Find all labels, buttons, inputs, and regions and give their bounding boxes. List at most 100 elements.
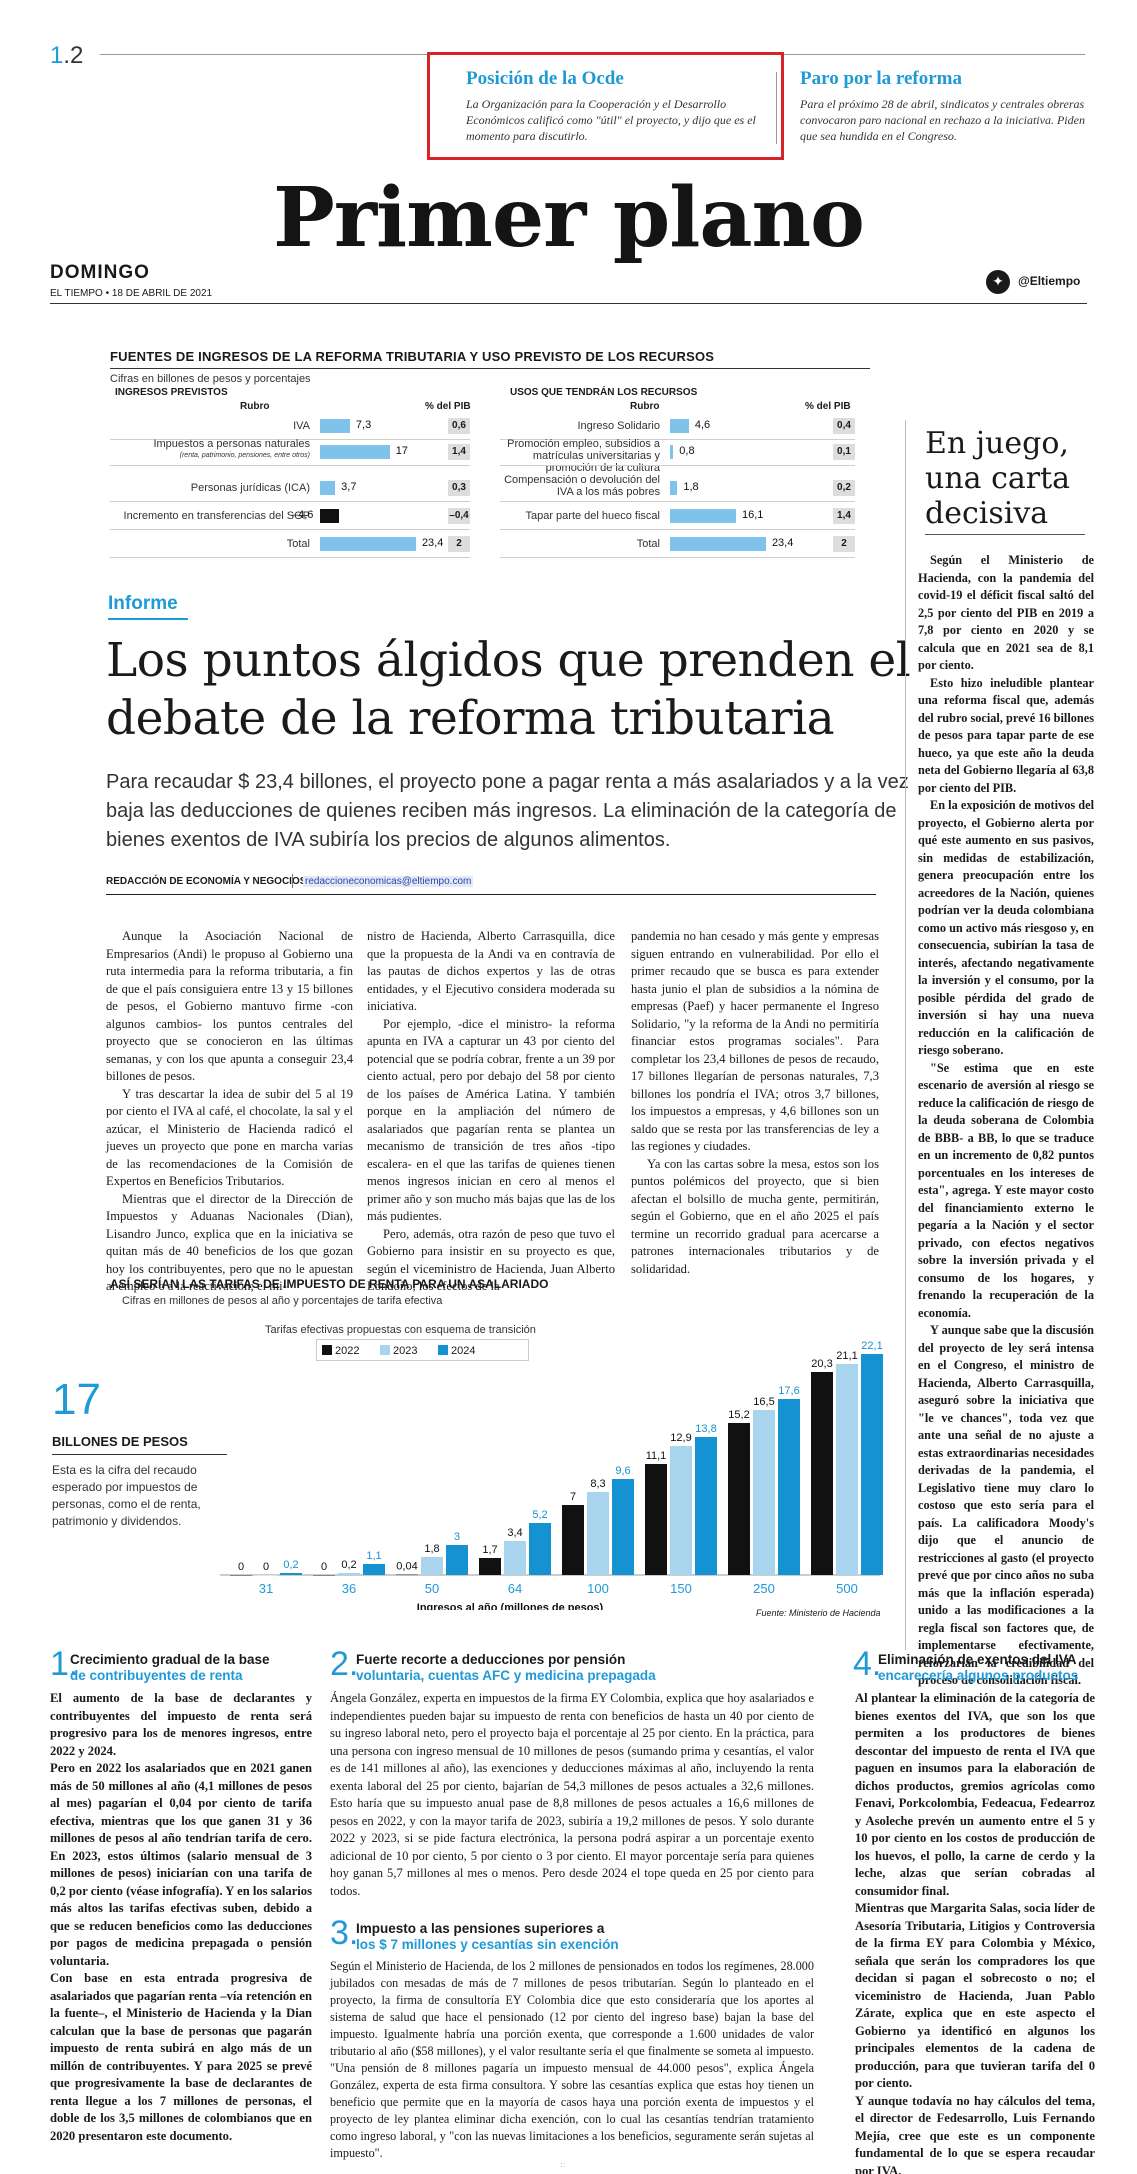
data-label: 3 bbox=[454, 1531, 460, 1543]
section-2-number: 2. bbox=[330, 1645, 359, 1683]
data-label: 11,1 bbox=[646, 1450, 667, 1462]
value-bar bbox=[670, 481, 678, 495]
date-label: EL TIEMPO • 18 DE ABRIL DE 2021 bbox=[50, 288, 213, 299]
bar-2023-64 bbox=[504, 1541, 526, 1575]
bar-2023-31 bbox=[255, 1575, 277, 1576]
legend-label: 2024 bbox=[451, 1345, 476, 1357]
data-label: 13,8 bbox=[695, 1423, 716, 1435]
row-label-text: Incremento en transferencias del SGP bbox=[123, 510, 310, 522]
highlight-label: BILLONES DE PESOS bbox=[52, 1434, 188, 1449]
data-label: 21,1 bbox=[836, 1350, 857, 1362]
data-label: 15,2 bbox=[728, 1409, 749, 1421]
day-label: DOMINGO bbox=[50, 262, 150, 283]
bar-2022-31 bbox=[230, 1575, 252, 1576]
bar-2024-250 bbox=[778, 1399, 800, 1575]
table-row: Total 23,4 2 bbox=[110, 536, 470, 560]
section-title-line: Crecimiento gradual de la base bbox=[70, 1652, 270, 1667]
section-3-number: 3. bbox=[330, 1914, 359, 1952]
sidebar-paragraph: Según el Ministerio de Hacienda, con la … bbox=[918, 553, 1094, 672]
section-2-text: Ángela González, experta en impuestos de… bbox=[330, 1691, 814, 1898]
section-4-text: Al plantear la eliminación de la categor… bbox=[855, 1691, 1095, 2174]
sidebar-paragraph: En la exposición de motivos del proyecto… bbox=[918, 798, 1094, 1057]
chart-source: Fuente: Ministerio de Hacienda bbox=[756, 1608, 881, 1618]
table-row: Promoción empleo, subsidios a matrículas… bbox=[500, 438, 855, 474]
column-divider bbox=[905, 420, 906, 1650]
table-row: Impuestos a personas naturales (renta, pa… bbox=[110, 438, 470, 468]
teaser-title: Posición de la Ocde bbox=[466, 68, 624, 89]
x-tick-label: 500 bbox=[836, 1581, 858, 1596]
pib-value: 1,4 bbox=[448, 444, 470, 460]
legend-label: 2023 bbox=[393, 1345, 418, 1357]
teaser-paro[interactable]: Paro por la reforma Para el próximo 28 d… bbox=[800, 68, 1100, 144]
bar-2022-250 bbox=[728, 1423, 750, 1575]
row-label: Total bbox=[500, 538, 660, 550]
value-bar bbox=[670, 445, 674, 459]
data-label: 0,2 bbox=[283, 1559, 298, 1571]
table-row: Personas jurídicas (ICA) 3,7 0,3 bbox=[110, 480, 470, 504]
income-heading: INGRESOS PREVISTOS bbox=[115, 387, 228, 398]
body-column-1: Aunque la Asociación Nacional de Empresa… bbox=[106, 928, 353, 1296]
row-rule bbox=[500, 501, 855, 502]
footer-mark: :: bbox=[560, 2160, 566, 2169]
data-label: 1,1 bbox=[366, 1550, 381, 1562]
value-bar bbox=[320, 445, 390, 459]
bar-2023-500 bbox=[836, 1364, 858, 1575]
table-row: Ingreso Solidario 4,6 0,4 bbox=[500, 418, 855, 442]
paragraph: pandemia no han cesado y más gente y emp… bbox=[631, 929, 879, 1153]
value-bar bbox=[320, 419, 350, 433]
revenue-table-subtitle: Cifras en billones de pesos y porcentaje… bbox=[110, 373, 311, 385]
data-label: 0,2 bbox=[341, 1559, 356, 1571]
data-label: 1,8 bbox=[424, 1543, 439, 1555]
section-subtitle: encarecería algunos productos bbox=[878, 1668, 1079, 1683]
byline: REDACCIÓN DE ECONOMÍA Y NEGOCIOS bbox=[106, 876, 307, 887]
bar-2023-250 bbox=[753, 1410, 775, 1575]
row-rule bbox=[500, 529, 855, 530]
value-bar bbox=[320, 509, 339, 523]
row-label-text: Ingreso Solidario bbox=[577, 420, 660, 432]
body-column-2: nistro de Hacienda, Alberto Carrasquilla… bbox=[367, 928, 615, 1296]
bar-2024-36 bbox=[363, 1564, 385, 1575]
paragraph: nistro de Hacienda, Alberto Carrasquilla… bbox=[367, 929, 615, 1013]
section-1-number: 1. bbox=[50, 1645, 79, 1683]
bar-2024-50 bbox=[446, 1545, 468, 1575]
bar-2024-31 bbox=[280, 1573, 302, 1575]
data-label: 8,3 bbox=[590, 1478, 605, 1490]
sidebar-text: Según el Ministerio de Hacienda, con la … bbox=[918, 552, 1094, 1690]
section-4-title: Eliminación de exentos del IVA encarecer… bbox=[878, 1652, 1108, 1684]
twitter-bird-icon[interactable]: ✦ bbox=[986, 270, 1010, 294]
data-label: 0 bbox=[321, 1561, 327, 1573]
data-label: 22,1 bbox=[861, 1340, 882, 1352]
section-title-line: Fuerte recorte a deducciones por pensión bbox=[356, 1652, 626, 1667]
row-label: Incremento en transferencias del SGP bbox=[110, 510, 310, 522]
x-tick-label: 150 bbox=[670, 1581, 692, 1596]
legend-label: 2022 bbox=[335, 1345, 360, 1357]
section-1-text: El aumento de la base de declarantes y c… bbox=[50, 1691, 312, 2143]
section-3-text: Según el Ministerio de Hacienda, de los … bbox=[330, 1959, 814, 2160]
byline-email-link[interactable]: redaccioneconomicas@eltiempo.com bbox=[303, 876, 474, 887]
bar-2023-50 bbox=[421, 1557, 443, 1575]
pib-value: 2 bbox=[448, 536, 470, 552]
bar-value: –4,6 bbox=[292, 509, 314, 521]
data-label: 9,6 bbox=[615, 1465, 630, 1477]
teaser-highlight-box bbox=[427, 52, 784, 160]
teaser-ocde[interactable]: Posición de la Ocde La Organización para… bbox=[466, 68, 766, 144]
data-label: 5,2 bbox=[532, 1509, 547, 1521]
row-label-text: Tapar parte del hueco fiscal bbox=[525, 510, 660, 522]
row-rule bbox=[110, 557, 470, 558]
income-col-rubro: Rubro bbox=[240, 401, 270, 412]
twitter-handle[interactable]: @Eltiempo bbox=[1018, 274, 1081, 288]
highlight-number: 17 bbox=[52, 1375, 101, 1424]
table-row: Compensación o devolución del IVA a los … bbox=[500, 474, 855, 504]
chart-subtitle: Cifras en millones de pesos al año y por… bbox=[122, 1295, 443, 1307]
data-label: 1,7 bbox=[482, 1544, 497, 1556]
row-label: Ingreso Solidario bbox=[500, 420, 660, 432]
row-label-text: Promoción empleo, subsidios a matrículas… bbox=[507, 438, 660, 474]
row-rule bbox=[110, 501, 470, 502]
pib-value: 0,6 bbox=[448, 418, 470, 434]
x-tick-label: 31 bbox=[259, 1581, 273, 1596]
highlight-description: Esta es la cifra del recaudo esperado po… bbox=[52, 1463, 201, 1528]
bar-2024-150 bbox=[695, 1437, 717, 1575]
bar-2022-150 bbox=[645, 1464, 667, 1575]
pib-value: 1,4 bbox=[833, 508, 855, 524]
row-rule bbox=[500, 465, 855, 466]
